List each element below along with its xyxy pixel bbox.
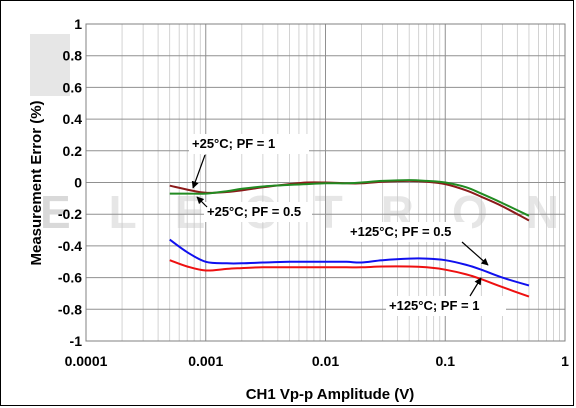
annotation-background — [386, 296, 506, 316]
y-tick-label: -0.6 — [58, 270, 82, 286]
annotation-label: +125°C; PF = 0.5 — [350, 224, 451, 239]
annotation-arrow — [196, 196, 208, 208]
y-tick-label: 0.2 — [63, 143, 83, 159]
x-tick-label: 0.01 — [312, 353, 339, 369]
series-layer — [169, 179, 530, 298]
y-tick-label: 0.8 — [63, 48, 83, 64]
watermark-logo-block — [30, 34, 70, 96]
y-axis-title: Measurement Error (%) — [28, 100, 45, 265]
series-line-3 — [169, 238, 530, 287]
annotation-arrow — [461, 241, 489, 266]
annotation-arrow — [469, 277, 482, 297]
annotation-label: +25°C; PF = 1 — [192, 136, 275, 151]
series-line-2 — [169, 179, 530, 217]
tick-labels: 0.0001 0.001 0.01 0.1 1 1 0.8 0.6 0.4 0.2 0 -0.2 -0.… — [58, 16, 569, 369]
annotation-label: +125°C; PF = 1 — [389, 298, 479, 313]
y-tick-label: -0.4 — [58, 238, 82, 254]
x-tick-label: 1 — [561, 353, 569, 369]
y-tick-label: 0.6 — [63, 79, 83, 95]
y-tick-label: -1 — [70, 333, 83, 349]
annotation-background — [347, 222, 472, 242]
annotation-background — [204, 202, 312, 222]
annotations: +25°C; PF = 1 +25°C; PF = 0.5 +125°C; PF =… — [189, 134, 506, 316]
x-tick-label: 0.0001 — [65, 353, 108, 369]
y-tick-label: 0 — [74, 175, 82, 191]
y-tick-label: -0.8 — [58, 301, 82, 317]
x-tick-label: 0.001 — [188, 353, 223, 369]
x-tick-label: 0.1 — [436, 353, 456, 369]
series-line-4 — [169, 259, 530, 298]
y-tick-label: -0.2 — [58, 206, 82, 222]
annotation-label: +25°C; PF = 0.5 — [207, 204, 301, 219]
y-tick-label: 1 — [74, 16, 82, 32]
annotation-background — [189, 134, 309, 154]
x-axis-title: CH1 Vp-p Amplitude (V) — [246, 386, 415, 403]
annotation-arrow — [191, 154, 206, 189]
y-tick-label: 0.4 — [63, 111, 83, 127]
plot-border — [85, 23, 566, 342]
